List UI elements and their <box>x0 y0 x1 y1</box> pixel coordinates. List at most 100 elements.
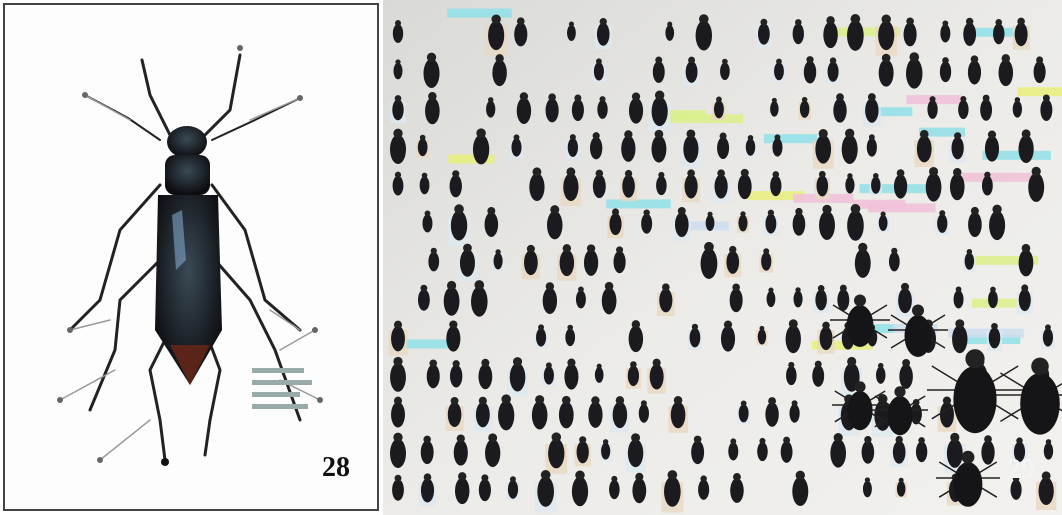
beetle <box>985 136 999 162</box>
beetle <box>629 98 643 124</box>
beetle-head <box>984 172 990 178</box>
plate-number: 29 <box>1007 454 1035 485</box>
beetle-head <box>641 400 647 406</box>
beetle-head <box>836 93 844 101</box>
beetle-head <box>574 94 581 101</box>
beetle <box>1028 173 1044 202</box>
label-strip <box>962 173 1037 182</box>
beetle-head <box>732 284 740 292</box>
beetle-head <box>394 321 402 329</box>
beetle <box>567 25 576 41</box>
beetle-head <box>567 325 573 331</box>
beetle-head <box>688 57 695 64</box>
beetle <box>418 289 430 311</box>
beetle-head <box>463 244 472 253</box>
beetle-head <box>955 319 964 328</box>
beetle-head <box>806 56 813 63</box>
panel-28: 28 <box>4 4 378 510</box>
beetle <box>659 288 672 312</box>
beetle <box>1019 249 1034 276</box>
beetle-head <box>655 130 664 139</box>
beetle-head <box>707 212 712 217</box>
beetle-head <box>616 396 624 404</box>
beetle-head <box>393 433 402 442</box>
beetle <box>982 176 993 196</box>
beetle <box>878 21 894 51</box>
beetle-head <box>717 169 725 177</box>
beetle <box>833 98 846 122</box>
beetle-head <box>760 19 767 26</box>
beetle-head <box>600 18 607 25</box>
beetle <box>584 250 598 276</box>
beetle-head <box>632 320 640 328</box>
beetle <box>889 252 900 272</box>
beetle-head <box>942 57 949 64</box>
beetle-head <box>674 396 683 405</box>
beetle <box>602 287 617 314</box>
beetle-head <box>789 319 798 328</box>
beetle-head <box>630 361 637 368</box>
beetle <box>498 401 514 431</box>
scene: 28 29 <box>0 0 1062 515</box>
beetle-head <box>1032 167 1041 176</box>
beetle-head <box>826 16 834 24</box>
beetle-head <box>847 173 852 178</box>
beetle <box>488 21 504 51</box>
beetle <box>471 286 488 316</box>
beetle-head <box>1036 56 1043 63</box>
beetle <box>683 135 698 163</box>
beetle-head <box>772 171 779 178</box>
beetle <box>917 135 932 162</box>
beetle-head <box>569 22 574 27</box>
beetle-head <box>611 476 617 482</box>
beetle <box>758 23 770 45</box>
beetle-head <box>1015 97 1020 102</box>
beetle <box>686 61 698 83</box>
beetle-head <box>658 172 664 178</box>
beetle <box>837 289 849 311</box>
beetle <box>989 327 1001 348</box>
beetle <box>927 100 937 119</box>
beetle <box>671 401 686 428</box>
beetle <box>940 61 951 82</box>
beetle <box>1019 289 1031 311</box>
beetle-head <box>950 433 959 442</box>
beetle-head <box>1045 324 1051 330</box>
beetle-head <box>395 59 400 64</box>
beetle-head <box>795 208 802 215</box>
beetle-head <box>909 52 919 62</box>
beetle-head <box>788 362 794 368</box>
beetle <box>968 60 981 84</box>
beetle-head <box>724 320 732 328</box>
beetle-head <box>668 470 678 480</box>
beetle <box>494 253 503 270</box>
beetle-head <box>699 14 709 24</box>
beetle-head <box>858 243 867 252</box>
beetle-head <box>457 434 465 442</box>
beetle-head <box>424 473 432 481</box>
beetle-head <box>566 167 575 176</box>
beetle-head <box>479 397 487 405</box>
beetle-head <box>495 54 503 62</box>
beetle <box>421 478 434 502</box>
beetle <box>428 252 439 272</box>
beetle <box>906 58 922 88</box>
beetle <box>739 404 749 422</box>
beetle <box>423 214 433 232</box>
beetle-head <box>759 326 764 331</box>
beetle <box>792 477 808 506</box>
beetle <box>536 328 546 347</box>
beetle <box>842 135 858 164</box>
beetle <box>393 24 403 43</box>
beetle-head <box>643 209 649 215</box>
beetle-head <box>452 170 459 177</box>
beetle <box>954 462 983 507</box>
beetle <box>390 439 406 468</box>
beetle-head <box>850 14 860 24</box>
beetle-head <box>802 97 808 103</box>
beetle <box>728 442 738 460</box>
beetle <box>738 174 752 199</box>
beetle-head <box>741 169 749 177</box>
beetle-head <box>851 204 861 214</box>
beetle-head <box>962 451 975 464</box>
